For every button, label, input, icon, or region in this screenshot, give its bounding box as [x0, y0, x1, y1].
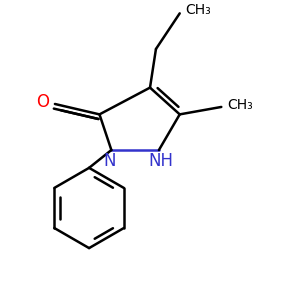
- Text: CH₃: CH₃: [227, 98, 253, 112]
- Text: NH: NH: [148, 152, 173, 169]
- Text: CH₃: CH₃: [186, 3, 211, 17]
- Text: N: N: [103, 152, 116, 169]
- Text: O: O: [37, 94, 50, 112]
